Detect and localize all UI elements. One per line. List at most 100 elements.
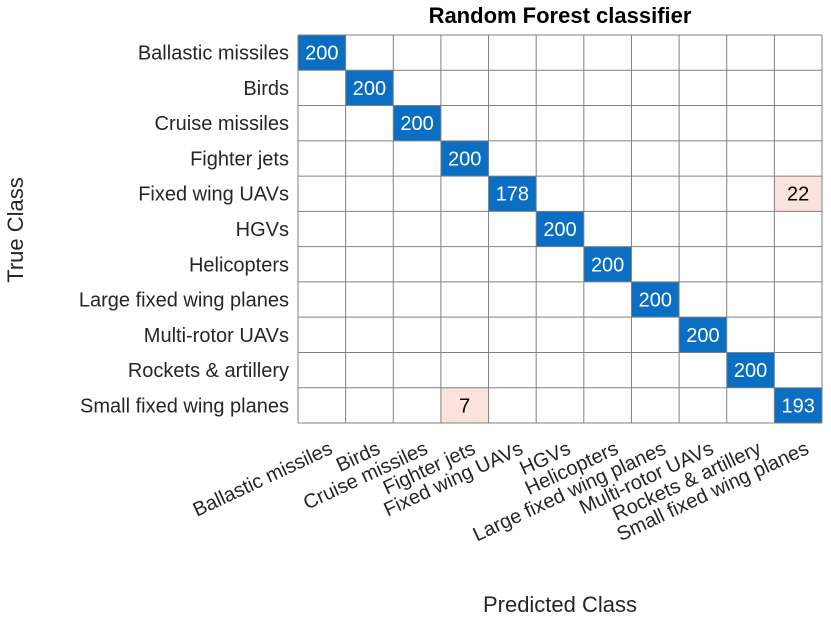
matrix-cell	[393, 70, 441, 106]
matrix-cell	[726, 105, 775, 141]
matrix-cell	[440, 105, 489, 141]
matrix-cell	[583, 105, 632, 141]
matrix-cell	[393, 352, 441, 388]
cell-value-label: 178	[496, 184, 529, 206]
matrix-cell	[440, 70, 489, 106]
matrix-cell	[298, 246, 346, 282]
matrix-cell	[583, 70, 632, 106]
row-tick-label: Cruise missiles	[155, 113, 289, 135]
matrix-cell	[583, 281, 632, 318]
matrix-cell	[536, 35, 584, 71]
matrix-cell	[583, 352, 632, 388]
matrix-cell	[631, 176, 680, 212]
matrix-cell	[631, 211, 680, 247]
matrix-cell	[298, 211, 346, 247]
matrix-cell	[583, 211, 632, 247]
row-tick-label: Large fixed wing planes	[79, 290, 289, 312]
matrix-cell	[679, 211, 727, 247]
row-tick-label: Fighter jets	[190, 148, 289, 170]
matrix-cell	[440, 352, 489, 388]
cell-value-label: 200	[305, 43, 338, 65]
matrix-cell	[726, 281, 775, 318]
matrix-cell	[726, 70, 775, 106]
matrix-cell	[345, 70, 394, 106]
matrix-cell	[774, 352, 822, 388]
matrix-cell	[298, 35, 346, 71]
matrix-cell	[774, 140, 822, 177]
matrix-cell	[726, 140, 775, 177]
cell-value-label: 200	[400, 113, 433, 135]
matrix-cell	[536, 281, 584, 318]
matrix-cell	[583, 317, 632, 353]
matrix-cell	[583, 140, 632, 177]
matrix-cell	[726, 35, 775, 71]
y-axis-label: True Class	[3, 177, 28, 283]
matrix-cell	[726, 246, 775, 282]
matrix-cell	[536, 246, 584, 282]
matrix-cell	[774, 387, 822, 423]
matrix-cell	[774, 70, 822, 106]
matrix-cell	[774, 105, 822, 141]
cell-value-label: 200	[591, 254, 624, 276]
matrix-cell	[393, 387, 441, 423]
matrix-cells: 200 200 200 200 178 22 200 200 200 200 200 7 193	[298, 35, 822, 423]
matrix-cell	[679, 281, 727, 318]
matrix-cell	[440, 317, 489, 353]
matrix-cell	[536, 352, 584, 388]
row-tick-label: Rockets & artillery	[128, 360, 289, 382]
matrix-cell	[488, 246, 537, 282]
cell-value-label: 22	[787, 184, 809, 206]
matrix-cell	[536, 70, 584, 106]
matrix-cell	[298, 317, 346, 353]
matrix-cell	[631, 35, 680, 71]
matrix-cell	[774, 176, 822, 212]
matrix-cell	[631, 387, 680, 423]
matrix-cell	[726, 176, 775, 212]
row-tick-label: Fixed wing UAVs	[138, 184, 289, 206]
matrix-cell	[536, 140, 584, 177]
matrix-cell	[393, 317, 441, 353]
matrix-cell	[583, 176, 632, 212]
matrix-cell	[774, 317, 822, 353]
matrix-cell	[631, 352, 680, 388]
matrix-cell	[631, 140, 680, 177]
matrix-cell	[536, 317, 584, 353]
matrix-cell	[679, 246, 727, 282]
matrix-cell	[345, 35, 394, 71]
matrix-cell	[488, 105, 537, 141]
matrix-cell	[393, 140, 441, 177]
matrix-cell	[536, 211, 584, 247]
cell-value-label: 200	[448, 148, 481, 170]
matrix-cell	[488, 211, 537, 247]
matrix-cell	[298, 352, 346, 388]
matrix-cell	[536, 105, 584, 141]
matrix-cell	[488, 281, 537, 318]
matrix-cell	[488, 387, 537, 423]
matrix-cell	[726, 317, 775, 353]
matrix-cell	[345, 211, 394, 247]
matrix-cell	[345, 246, 394, 282]
row-tick-label: Birds	[243, 78, 289, 100]
matrix-cell	[440, 35, 489, 71]
row-tick-label: Multi-rotor UAVs	[144, 325, 289, 347]
matrix-cell	[631, 70, 680, 106]
matrix-cell	[679, 70, 727, 106]
matrix-cell	[345, 317, 394, 353]
matrix-cell	[726, 387, 775, 423]
matrix-cell	[298, 387, 346, 423]
matrix-cell	[583, 246, 632, 282]
matrix-cell	[393, 176, 441, 212]
x-axis-label: Predicted Class	[483, 592, 637, 617]
matrix-cell	[298, 281, 346, 318]
cell-value-label: 200	[734, 360, 767, 382]
cell-value-label: 7	[459, 395, 470, 417]
cell-value-label: 200	[639, 290, 672, 312]
matrix-cell	[679, 35, 727, 71]
matrix-cell	[393, 211, 441, 247]
matrix-cell	[345, 387, 394, 423]
row-tick-label: HGVs	[236, 219, 289, 241]
row-tick-label: Ballastic missiles	[138, 43, 289, 65]
matrix-cell	[774, 35, 822, 71]
cell-value-label: 200	[686, 325, 719, 347]
